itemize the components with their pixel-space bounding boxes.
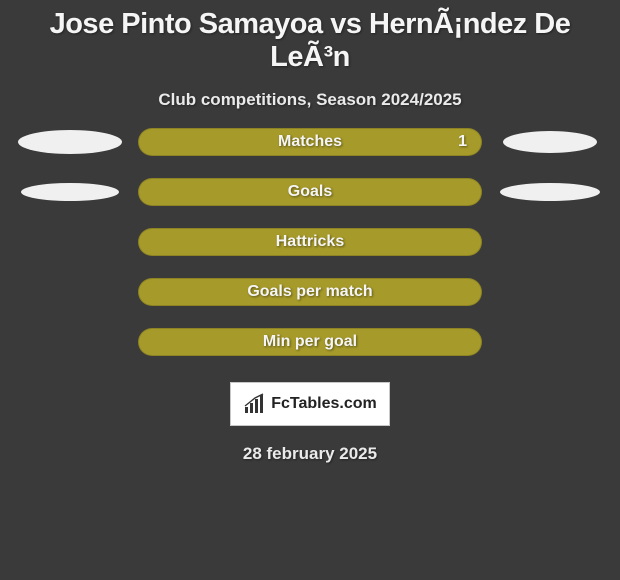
left-value-ellipse bbox=[10, 278, 130, 306]
stat-pill: Hattricks bbox=[138, 228, 482, 256]
stat-pill: Goals per match bbox=[138, 278, 482, 306]
stat-label: Matches bbox=[139, 133, 481, 151]
stat-row: Min per goal bbox=[10, 328, 610, 356]
stat-pill: Goals bbox=[138, 178, 482, 206]
stat-value-right: 1 bbox=[458, 133, 467, 151]
left-value-ellipse bbox=[10, 228, 130, 256]
stat-row: Matches1 bbox=[10, 128, 610, 156]
stat-label: Min per goal bbox=[139, 333, 481, 351]
right-value-ellipse bbox=[490, 328, 610, 356]
page-title: Jose Pinto Samayoa vs HernÃ¡ndez De LeÃ³… bbox=[0, 0, 620, 78]
stat-row: Goals per match bbox=[10, 278, 610, 306]
logo-text: FcTables.com bbox=[271, 395, 377, 413]
stat-row: Hattricks bbox=[10, 228, 610, 256]
left-value-ellipse bbox=[10, 178, 130, 206]
stat-pill: Min per goal bbox=[138, 328, 482, 356]
stat-label: Goals per match bbox=[139, 283, 481, 301]
stat-rows: Matches1 Goals Hattricks Goals per match Min… bbox=[0, 128, 620, 356]
stat-label: Goals bbox=[139, 183, 481, 201]
right-value-ellipse bbox=[490, 278, 610, 306]
right-value-ellipse bbox=[490, 228, 610, 256]
fctables-logo: FcTables.com bbox=[230, 382, 390, 426]
right-value-ellipse bbox=[490, 128, 610, 156]
bar-chart-icon bbox=[243, 393, 265, 415]
subtitle: Club competitions, Season 2024/2025 bbox=[0, 78, 620, 128]
left-value-ellipse bbox=[10, 328, 130, 356]
stat-label: Hattricks bbox=[139, 233, 481, 251]
left-value-ellipse bbox=[10, 128, 130, 156]
stat-row: Goals bbox=[10, 178, 610, 206]
right-value-ellipse bbox=[490, 178, 610, 206]
stat-pill: Matches1 bbox=[138, 128, 482, 156]
date-label: 28 february 2025 bbox=[0, 426, 620, 464]
